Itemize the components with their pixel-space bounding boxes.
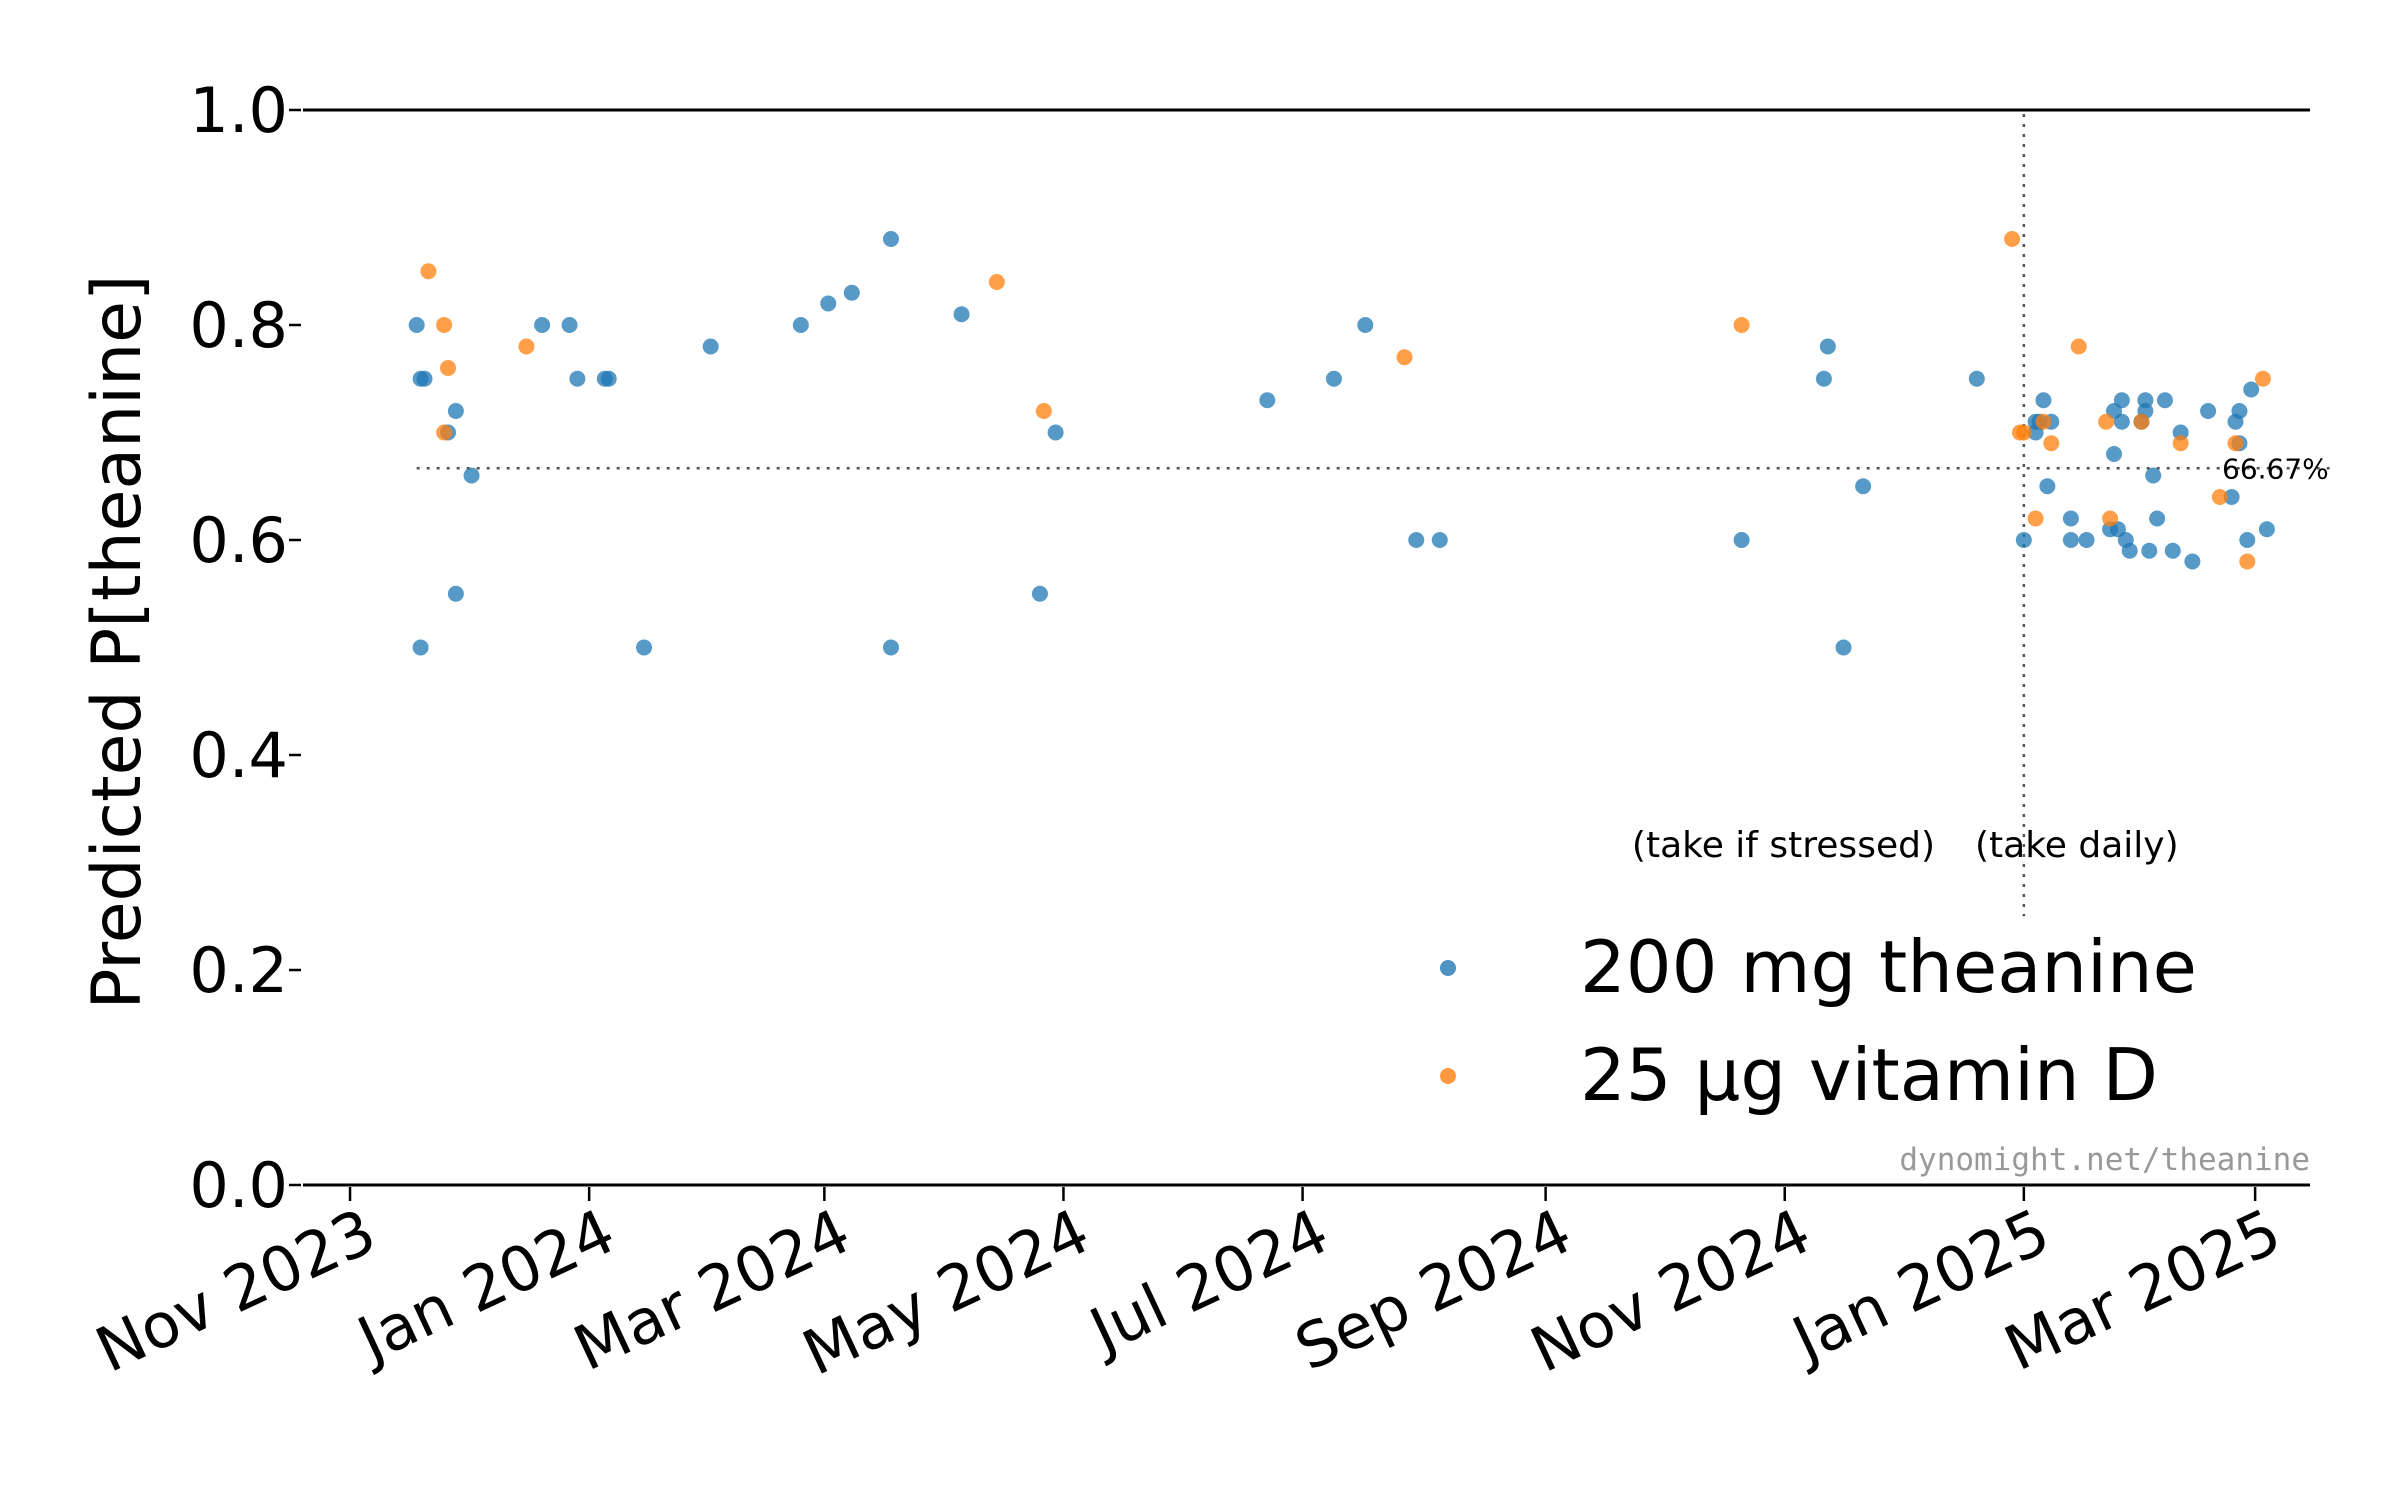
x-tick-label: Nov 2023 bbox=[85, 1194, 386, 1386]
point-vitamin-d bbox=[2027, 510, 2044, 527]
point-theanine bbox=[534, 317, 551, 333]
point-vitamin-d bbox=[1035, 403, 1052, 419]
point-theanine bbox=[636, 639, 653, 656]
point-theanine bbox=[2113, 392, 2130, 409]
point-theanine bbox=[2223, 489, 2240, 505]
point-vitamin-d bbox=[1733, 317, 1750, 333]
point-vitamin-d bbox=[2035, 413, 2052, 430]
point-vitamin-d bbox=[2254, 370, 2271, 387]
point-vitamin-d bbox=[2015, 424, 2032, 441]
point-vitamin-d bbox=[2102, 510, 2119, 527]
point-theanine bbox=[416, 370, 433, 387]
point-theanine bbox=[882, 639, 899, 656]
point-theanine bbox=[2258, 521, 2275, 538]
point-theanine bbox=[2121, 542, 2138, 559]
point-theanine bbox=[2200, 403, 2217, 419]
point-theanine bbox=[2149, 510, 2166, 527]
point-theanine bbox=[2164, 542, 2181, 559]
point-vitamin-d bbox=[988, 274, 1005, 290]
point-theanine bbox=[2113, 413, 2130, 430]
point-theanine bbox=[820, 295, 837, 312]
point-vitamin-d bbox=[1396, 349, 1413, 366]
point-theanine bbox=[2156, 392, 2173, 409]
point-vitamin-d bbox=[420, 263, 437, 280]
point-theanine bbox=[1408, 532, 1425, 548]
point-theanine bbox=[1357, 317, 1374, 333]
annotation-take-if-stressed: (take if stressed) bbox=[1632, 825, 1935, 866]
point-theanine bbox=[1031, 585, 1048, 602]
point-theanine bbox=[2239, 532, 2256, 548]
point-vitamin-d bbox=[2239, 553, 2256, 570]
point-theanine bbox=[2062, 532, 2079, 548]
point-vitamin-d bbox=[436, 424, 453, 441]
point-vitamin-d bbox=[2004, 231, 2021, 247]
point-vitamin-d bbox=[2227, 435, 2244, 452]
point-theanine bbox=[1835, 639, 1852, 656]
point-vitamin-d bbox=[518, 338, 535, 355]
point-theanine bbox=[1047, 424, 1064, 441]
credit-label: dynomight.net/theanine bbox=[1899, 1142, 2310, 1178]
legend-label-theanine: 200 mg theanine bbox=[1580, 925, 2197, 1009]
point-vitamin-d bbox=[440, 360, 457, 376]
point-theanine bbox=[2137, 392, 2154, 409]
point-theanine bbox=[2141, 542, 2158, 559]
y-tick-label: 0.8 bbox=[189, 289, 288, 362]
point-theanine bbox=[1815, 370, 1832, 387]
data-points bbox=[408, 231, 2275, 656]
point-theanine bbox=[882, 231, 899, 247]
point-theanine bbox=[1819, 338, 1836, 355]
point-theanine bbox=[1968, 370, 1985, 387]
point-vitamin-d bbox=[2211, 489, 2228, 505]
point-theanine bbox=[408, 317, 425, 333]
point-vitamin-d bbox=[2098, 413, 2115, 430]
point-theanine bbox=[447, 403, 464, 419]
x-tick-label: Nov 2024 bbox=[1520, 1194, 1821, 1386]
point-theanine bbox=[412, 639, 429, 656]
legend-label-vitamin-d: 25 µg vitamin D bbox=[1580, 1033, 2158, 1117]
y-tick-label: 0.2 bbox=[189, 934, 288, 1007]
point-theanine bbox=[600, 370, 617, 387]
point-theanine bbox=[2106, 446, 2123, 462]
point-theanine bbox=[1259, 392, 1276, 409]
point-theanine bbox=[1733, 532, 1750, 548]
point-theanine bbox=[2035, 392, 2052, 409]
point-theanine bbox=[1325, 370, 1342, 387]
point-theanine bbox=[702, 338, 719, 355]
y-axis-label: Predicted P[theanine] bbox=[78, 274, 157, 1009]
threshold-label: 66.67% bbox=[2222, 452, 2329, 485]
point-theanine bbox=[2184, 553, 2201, 570]
point-theanine bbox=[1431, 532, 1448, 548]
point-theanine bbox=[561, 317, 578, 333]
y-tick-label: 0.0 bbox=[189, 1149, 288, 1222]
point-theanine bbox=[2078, 532, 2095, 548]
point-vitamin-d bbox=[436, 317, 453, 333]
point-theanine bbox=[2145, 467, 2162, 484]
point-theanine bbox=[447, 585, 464, 602]
point-theanine bbox=[2062, 510, 2079, 527]
point-theanine bbox=[2015, 532, 2032, 548]
annotation-take-daily: (take daily) bbox=[1975, 825, 2179, 866]
y-tick-label: 0.6 bbox=[189, 504, 288, 577]
y-tick-label: 0.4 bbox=[189, 719, 288, 792]
legend: 200 mg theanine 25 µg vitamin D bbox=[1440, 925, 2197, 1117]
legend-marker-theanine bbox=[1440, 960, 1456, 976]
point-theanine bbox=[569, 370, 586, 387]
point-vitamin-d bbox=[2133, 413, 2150, 430]
point-theanine bbox=[2039, 478, 2056, 495]
point-vitamin-d bbox=[2172, 435, 2189, 452]
legend-marker-vitamin-d bbox=[1440, 1068, 1456, 1084]
reference-lines: 66.67% bbox=[416, 114, 2335, 917]
point-theanine bbox=[1855, 478, 1872, 495]
point-theanine bbox=[953, 306, 970, 323]
point-theanine bbox=[843, 284, 860, 301]
y-tick-label: 1.0 bbox=[189, 74, 288, 147]
point-theanine bbox=[2231, 403, 2248, 419]
point-vitamin-d bbox=[2043, 435, 2060, 452]
point-theanine bbox=[463, 467, 480, 484]
point-vitamin-d bbox=[2070, 338, 2087, 355]
point-theanine bbox=[2243, 381, 2260, 398]
point-theanine bbox=[792, 317, 809, 333]
